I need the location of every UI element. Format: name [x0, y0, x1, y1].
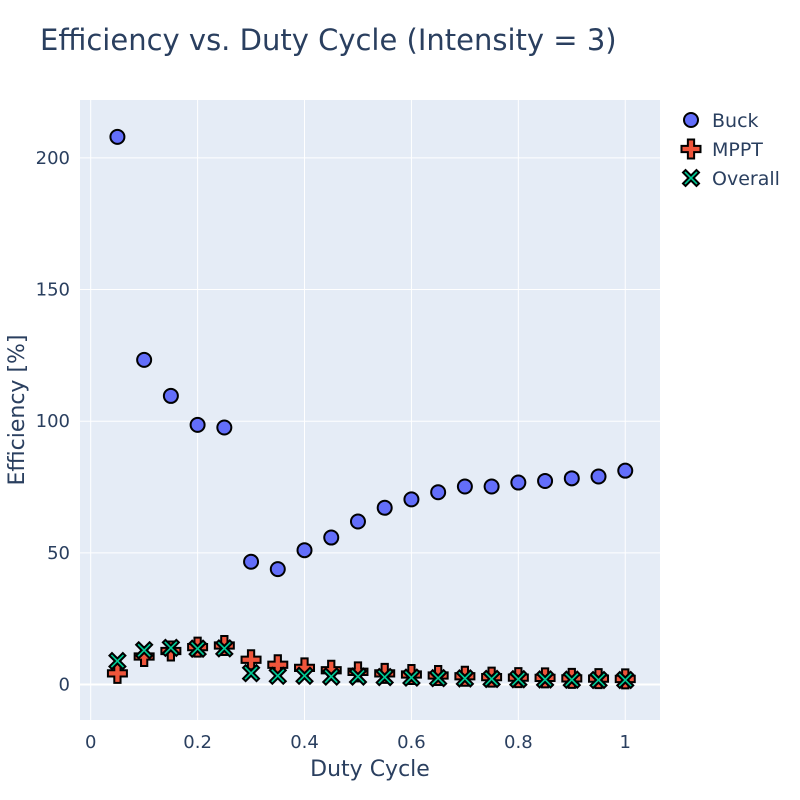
data-point: [189, 416, 206, 433]
y-tick-label: 0: [59, 674, 70, 695]
series-buck: [109, 128, 634, 578]
data-point: [430, 484, 447, 501]
legend[interactable]: Buck MPPT Overall: [680, 110, 780, 190]
data-point: [241, 663, 261, 683]
x-tick-label: 1: [620, 732, 631, 753]
data-point: [108, 651, 127, 671]
data-point: [589, 670, 608, 690]
data-point: [136, 351, 153, 368]
data-point: [268, 666, 288, 686]
y-tick-label: 150: [36, 280, 70, 301]
data-point: [216, 419, 233, 436]
x-tick-label: 0.8: [504, 732, 533, 753]
data-point: [243, 553, 260, 570]
data-point: [349, 513, 366, 530]
x-tick-label: 0.6: [397, 732, 426, 753]
data-point: [455, 668, 475, 688]
legend-label: MPPT: [712, 139, 763, 161]
x-axis-title: Duty Cycle: [310, 757, 430, 782]
data-point: [537, 472, 554, 489]
data-point: [510, 474, 527, 491]
data-point: [161, 638, 181, 658]
x-tick-label: 0: [85, 732, 96, 753]
data-markers: [106, 128, 636, 690]
y-tick-label: 200: [36, 148, 70, 169]
y-tick-label: 50: [47, 543, 70, 564]
legend-item-mppt[interactable]: MPPT: [680, 138, 764, 161]
data-point: [109, 128, 126, 145]
data-point: [323, 529, 340, 546]
legend-label: Overall: [712, 168, 780, 190]
data-point: [482, 669, 502, 689]
legend-marker: [681, 168, 701, 188]
axis-ticks: 0 0.2 0.4 0.6 0.8 1 0 50 100 150 200: [36, 148, 631, 753]
data-point: [295, 666, 314, 686]
legend-item-overall[interactable]: Overall: [681, 168, 780, 190]
legend-marker: [680, 138, 702, 160]
x-tick-label: 0.2: [183, 732, 212, 753]
data-point: [214, 638, 234, 658]
data-point: [188, 639, 208, 659]
data-point: [535, 670, 555, 689]
data-point: [269, 561, 286, 578]
legend-item-buck[interactable]: Buck: [683, 110, 759, 132]
data-point: [296, 542, 313, 559]
series-overall: [108, 638, 635, 690]
y-axis-title: Efficiency [%]: [5, 334, 30, 485]
data-point: [562, 670, 582, 690]
data-point: [615, 670, 635, 690]
legend-marker: [683, 112, 699, 128]
data-point: [321, 667, 341, 686]
x-tick-label: 0.4: [290, 732, 319, 753]
y-tick-label: 100: [36, 411, 70, 432]
data-point: [456, 478, 473, 495]
data-point: [348, 667, 368, 686]
data-point: [106, 662, 128, 684]
data-point: [402, 668, 421, 688]
data-point: [508, 669, 528, 689]
data-point: [428, 668, 448, 688]
data-point: [375, 667, 395, 687]
data-point: [483, 478, 500, 495]
data-point: [590, 468, 607, 485]
data-point: [563, 470, 580, 487]
plot-area: [80, 100, 660, 720]
legend-label: Buck: [712, 110, 759, 132]
data-point: [376, 499, 393, 516]
data-point: [617, 462, 634, 479]
data-point: [162, 387, 179, 404]
data-point: [134, 640, 154, 660]
data-point: [403, 491, 420, 508]
chart-title: Efficiency vs. Duty Cycle (Intensity = 3…: [40, 23, 617, 57]
